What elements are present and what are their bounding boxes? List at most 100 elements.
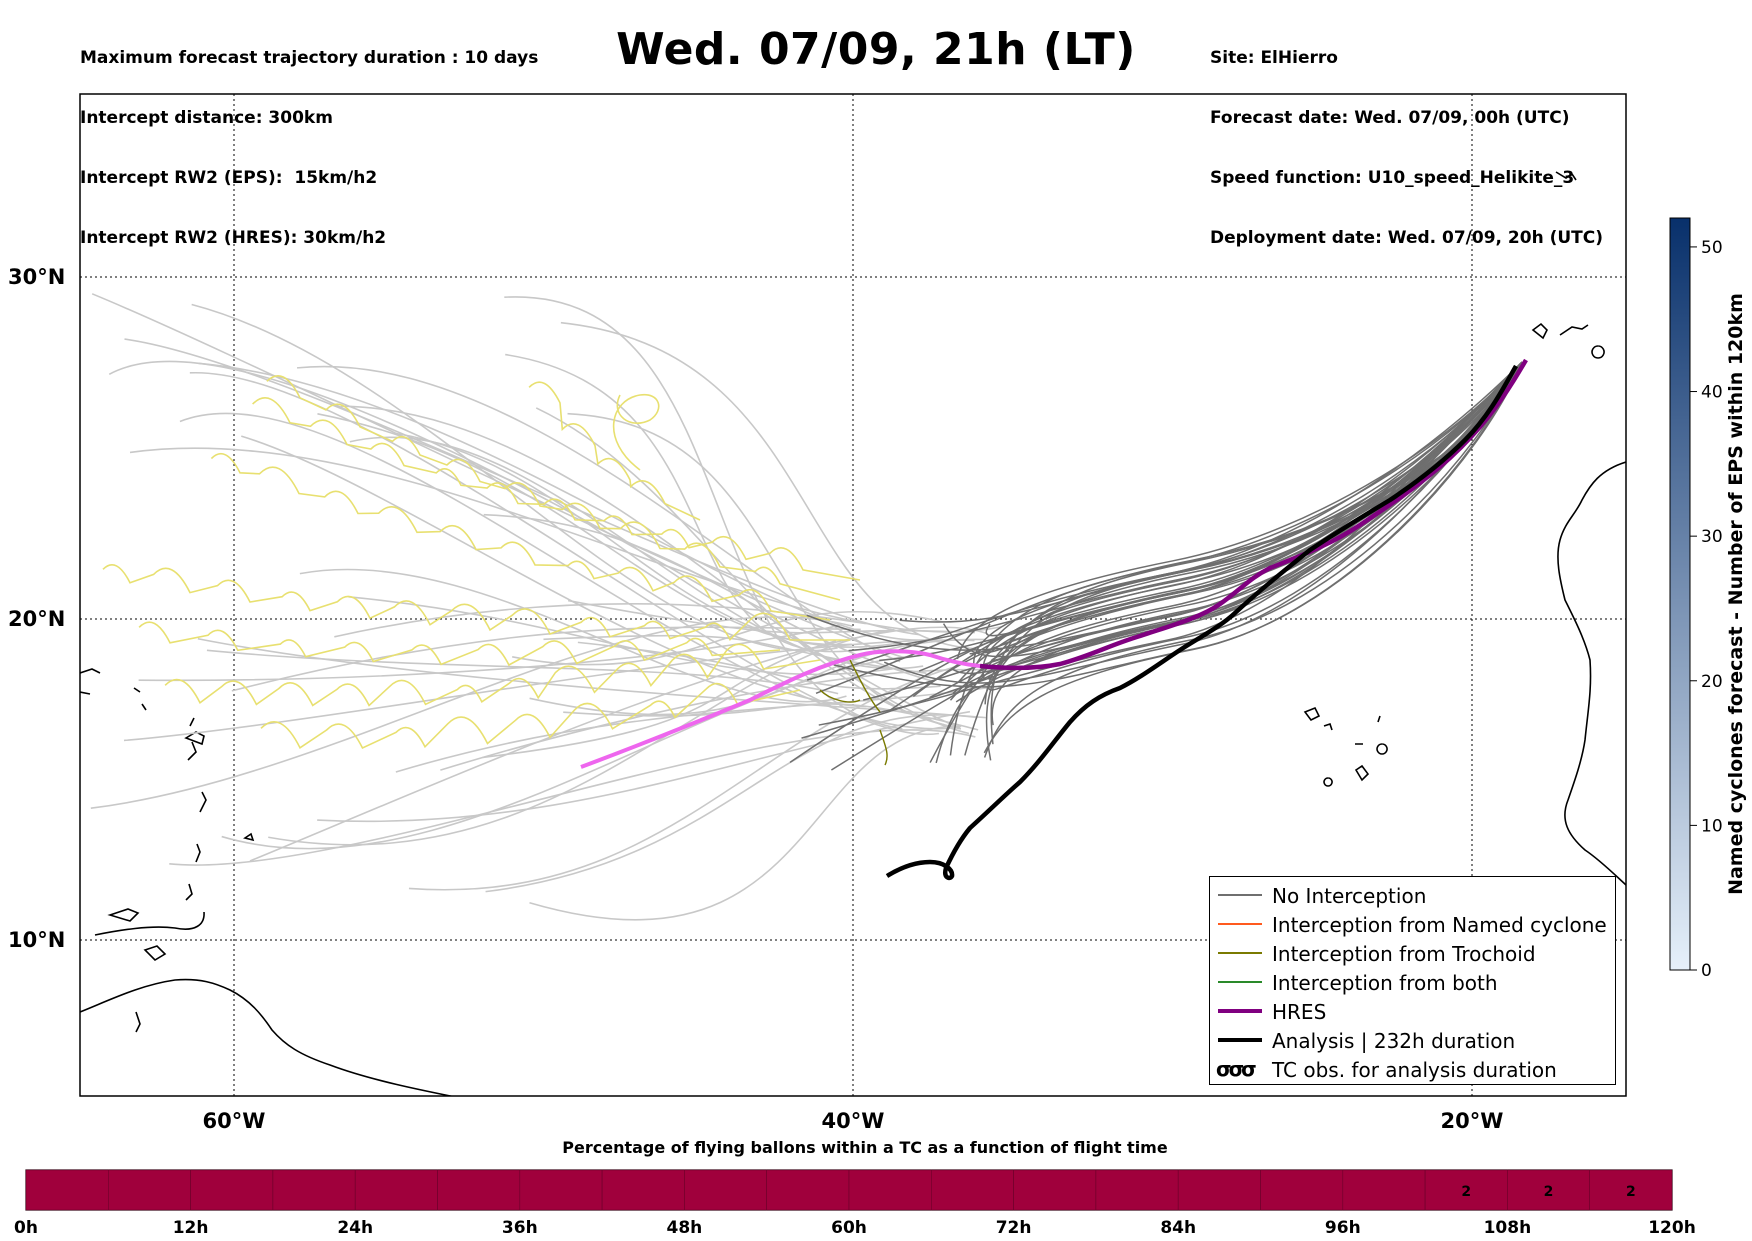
- legend-label: TC obs. for analysis duration: [1272, 1058, 1557, 1082]
- map-title: Wed. 07/09, 21h (LT): [616, 24, 1136, 75]
- time-bar-cell-label: 2: [1461, 1184, 1471, 1200]
- eps-track: [957, 361, 1523, 683]
- legend-swatch: [1218, 1038, 1262, 1042]
- trochoid-track: [528, 381, 701, 521]
- info-line: Forecast date: Wed. 07/09, 00h (UTC): [1210, 108, 1570, 128]
- trochoid-track: [612, 394, 660, 471]
- eps-track: [90, 616, 853, 809]
- caribbean-islands: [80, 668, 255, 1033]
- lon-label: 20°W: [1441, 1109, 1504, 1133]
- colorbar-tick-label: 50: [1701, 238, 1723, 258]
- time-bar-cell: [108, 1169, 191, 1211]
- eps-track: [560, 321, 977, 650]
- time-bar-cell: [1342, 1169, 1426, 1211]
- eps-track: [982, 361, 1523, 679]
- time-bar-cell: [930, 1169, 1014, 1211]
- eps-track: [485, 714, 978, 893]
- legend-label: HRES: [1272, 1000, 1327, 1024]
- eps-track: [801, 361, 1523, 739]
- trochoid-interception-track: [819, 689, 861, 703]
- map-frame: [79, 93, 1627, 1097]
- eps-track: [983, 361, 1523, 758]
- lon-label: 40°W: [822, 1109, 885, 1133]
- map-legend: No Interception Interception from Named …: [1209, 876, 1616, 1085]
- time-bar-cell: [437, 1169, 521, 1211]
- legend-item: No Interception: [1210, 881, 1615, 910]
- time-bar-tick-label: 12h: [173, 1218, 209, 1238]
- time-bar-cell: [766, 1169, 850, 1211]
- lat-label: 20°N: [8, 607, 65, 631]
- africa-west-coast: [1557, 461, 1626, 886]
- time-bar-title: Percentage of flying ballons within a TC…: [562, 1138, 1168, 1157]
- time-bar-tick-label: 84h: [1160, 1218, 1196, 1238]
- colorbar-tick-label: 20: [1701, 672, 1723, 692]
- eps-track: [317, 710, 971, 823]
- trochoid-track: [260, 682, 801, 750]
- time-bar-cell: [1424, 1169, 1508, 1211]
- eps-track: [899, 361, 1523, 623]
- legend-swatch: [1218, 923, 1262, 925]
- lat-label: 10°N: [8, 928, 65, 952]
- time-bar-cell: [601, 1169, 685, 1211]
- legend-swatch: [1218, 981, 1262, 983]
- colorbar: [1669, 217, 1691, 971]
- eps-track: [830, 361, 1523, 771]
- time-bar-tick-label: 48h: [667, 1218, 703, 1238]
- legend-item: Analysis | 232h duration: [1210, 1026, 1615, 1055]
- eps-track: [231, 626, 861, 692]
- eps-track: [191, 303, 838, 652]
- legend-swatch: [1218, 894, 1262, 896]
- trochoid-track: [138, 621, 781, 667]
- eps-track: [806, 361, 1523, 651]
- time-bar-cell-label: 2: [1626, 1184, 1636, 1200]
- info-line: Deployment date: Wed. 07/09, 20h (UTC): [1210, 228, 1604, 248]
- legend-item: Interception from Trochoid: [1210, 939, 1615, 968]
- lat-label: 30°N: [8, 265, 65, 289]
- eps-track: [529, 638, 986, 716]
- eps-track: [964, 361, 1523, 756]
- eps-track: [818, 361, 1523, 726]
- time-bar: 2 2 2: [25, 1169, 1673, 1211]
- hres-trajectory-far: [580, 649, 981, 769]
- eps-track: [249, 626, 989, 862]
- time-bar-cell: [684, 1169, 768, 1211]
- eps-track: [206, 649, 839, 695]
- eps-track: [124, 338, 920, 636]
- legend-swatch: [1218, 952, 1262, 954]
- trochoid-track: [164, 643, 821, 707]
- eps-track: [951, 361, 1523, 675]
- eps-track: [482, 639, 837, 759]
- eps-track: [529, 725, 962, 921]
- info-line: Speed function: U10_speed_Helikite_3: [1210, 168, 1575, 188]
- eps-trajectories-near: [789, 361, 1523, 771]
- info-line: Intercept RW2 (HRES): 30km/h2: [80, 228, 387, 248]
- colorbar-tick-label: 30: [1701, 527, 1723, 547]
- venezuela-coast: [94, 911, 205, 936]
- eps-track: [241, 435, 867, 708]
- time-bar-cell: [1507, 1169, 1591, 1211]
- time-bar-cell: [25, 1169, 109, 1211]
- time-bar-cell: [1260, 1169, 1344, 1211]
- eps-track: [949, 361, 1523, 701]
- legend-item: HRES: [1210, 997, 1615, 1026]
- eps-trajectories-far: [90, 293, 1009, 921]
- time-bar-cell: [848, 1169, 932, 1211]
- legend-label: No Interception: [1272, 884, 1427, 908]
- eps-track: [123, 639, 975, 742]
- eps-track: [990, 361, 1523, 662]
- coastlines: [80, 171, 1626, 1096]
- time-bar-cell: [1095, 1169, 1179, 1211]
- eps-track: [317, 413, 852, 646]
- eps-track: [956, 361, 1523, 660]
- time-bar-ticks: 0h 12h 24h 36h 48h 60h 72h 84h 96h 108h 120h: [14, 1218, 1696, 1238]
- time-bar-cell: [1013, 1169, 1097, 1211]
- trochoid-track: [266, 375, 841, 601]
- eps-track: [198, 362, 933, 641]
- eps-track: [169, 729, 976, 866]
- time-bar-tick-label: 108h: [1484, 1218, 1532, 1238]
- eps-track: [348, 595, 893, 676]
- eps-track: [138, 624, 841, 682]
- tc-obs-icon: σσσ: [1216, 1057, 1257, 1081]
- eps-track: [935, 361, 1523, 764]
- trochoid-track: [252, 397, 861, 581]
